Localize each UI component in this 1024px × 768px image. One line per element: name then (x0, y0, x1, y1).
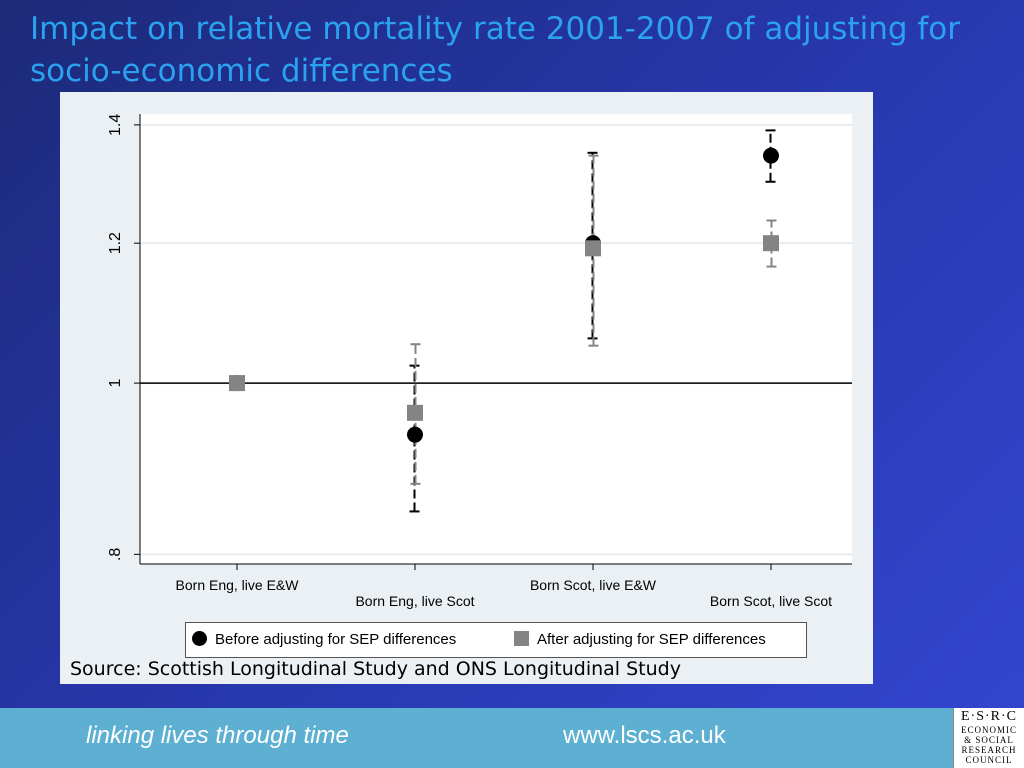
logo-line: RESEARCH (961, 745, 1017, 755)
data-point-after (407, 404, 423, 421)
y-tick-label: 1 (107, 379, 124, 388)
slide-title: Impact on relative mortality rate 2001-2… (30, 11, 960, 89)
figure-panel: .8 1 1.2 1.4 Born Eng, live E&W Born Eng, liv… (60, 92, 873, 684)
data-point-before (763, 147, 779, 164)
logo-line: ECONOMIC (960, 725, 1017, 735)
logo-line: E·S·R·C (961, 709, 1017, 724)
x-tick-label: Born Scot, live Scot (710, 593, 832, 609)
black-circle-marker-icon (192, 631, 207, 646)
footer-tagline: linking lives through time (86, 722, 349, 749)
x-tick-label: Born Eng, live E&W (176, 577, 300, 593)
legend-label-before: Before adjusting for SEP differences (215, 631, 457, 648)
legend-item-before: Before adjusting for SEP differences (192, 631, 456, 648)
logo-line: & SOCIAL (964, 735, 1014, 745)
plot-area (140, 114, 852, 564)
data-point-after (585, 240, 601, 257)
y-tick-label: .8 (107, 548, 124, 561)
chart-legend: Before adjusting for SEP differences Aft… (185, 622, 807, 658)
data-point-before (407, 426, 423, 443)
footer-bar: linking lives through time www.lscs.ac.u… (0, 708, 1024, 768)
x-tick-label: Born Scot, live E&W (530, 577, 657, 593)
gray-square-marker-icon (514, 631, 529, 646)
chart: .8 1 1.2 1.4 Born Eng, live E&W Born Eng, liv… (107, 114, 852, 609)
legend-item-after: After adjusting for SEP differences (514, 631, 766, 648)
data-point-after (763, 235, 779, 252)
esrc-logo: E·S·R·C ECONOMIC & SOCIAL RESEARCH COUNC… (953, 708, 1024, 768)
website-link[interactable]: www.lscs.ac.uk (563, 722, 726, 749)
x-tick-label: Born Eng, live Scot (355, 593, 474, 609)
logo-line: COUNCIL (965, 755, 1013, 765)
legend-label-after: After adjusting for SEP differences (537, 631, 766, 648)
source-note: Source: Scottish Longitudinal Study and … (70, 658, 681, 680)
y-tick-label: 1.4 (107, 114, 124, 136)
y-tick-label: 1.2 (107, 232, 124, 254)
data-point-after (229, 375, 245, 392)
